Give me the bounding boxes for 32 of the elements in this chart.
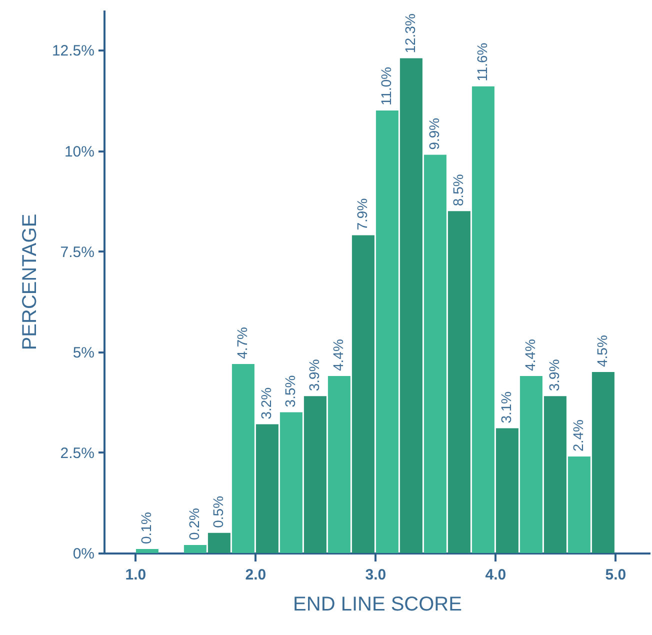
data-label: 3.2% — [258, 387, 274, 420]
data-label: 0.2% — [186, 508, 202, 540]
y-tick-label: 10% — [64, 143, 94, 160]
data-label: 2.4% — [570, 420, 586, 452]
data-label: 3.9% — [306, 359, 322, 392]
x-tick-label: 5.0 — [605, 566, 626, 584]
x-tick-label: 4.0 — [485, 566, 506, 584]
data-label: 4.5% — [594, 335, 610, 367]
y-tick-label: 0% — [72, 546, 94, 562]
data-label: 3.5% — [282, 375, 298, 408]
y-axis-title: PERCENTAGE — [18, 214, 41, 350]
data-label: 3.9% — [546, 359, 562, 392]
data-label: 7.9% — [354, 198, 370, 230]
data-label: 11.6% — [474, 42, 490, 82]
x-tick-label: 1.0 — [125, 566, 146, 584]
data-label: 4.4% — [522, 339, 538, 372]
y-tick-label: 7.5% — [60, 244, 94, 261]
data-label: 9.9% — [426, 118, 442, 150]
data-label: 4.7% — [234, 327, 250, 359]
y-tick-label: 5% — [72, 344, 94, 362]
data-label: 12.3% — [402, 14, 418, 54]
data-label: 0.1% — [138, 512, 154, 544]
y-tick-label: 2.5% — [60, 444, 94, 462]
x-axis-title: END LINE SCORE — [293, 594, 462, 616]
x-tick-label: 3.0 — [365, 566, 386, 584]
data-label: 0.5% — [210, 496, 226, 528]
data-label: 8.5% — [450, 174, 466, 206]
y-tick-label: 12.5% — [52, 42, 94, 60]
data-label: 4.4% — [330, 339, 346, 372]
data-label: 11.0% — [378, 66, 394, 106]
x-tick-label: 2.0 — [245, 566, 266, 584]
data-label: 3.1% — [498, 391, 514, 424]
